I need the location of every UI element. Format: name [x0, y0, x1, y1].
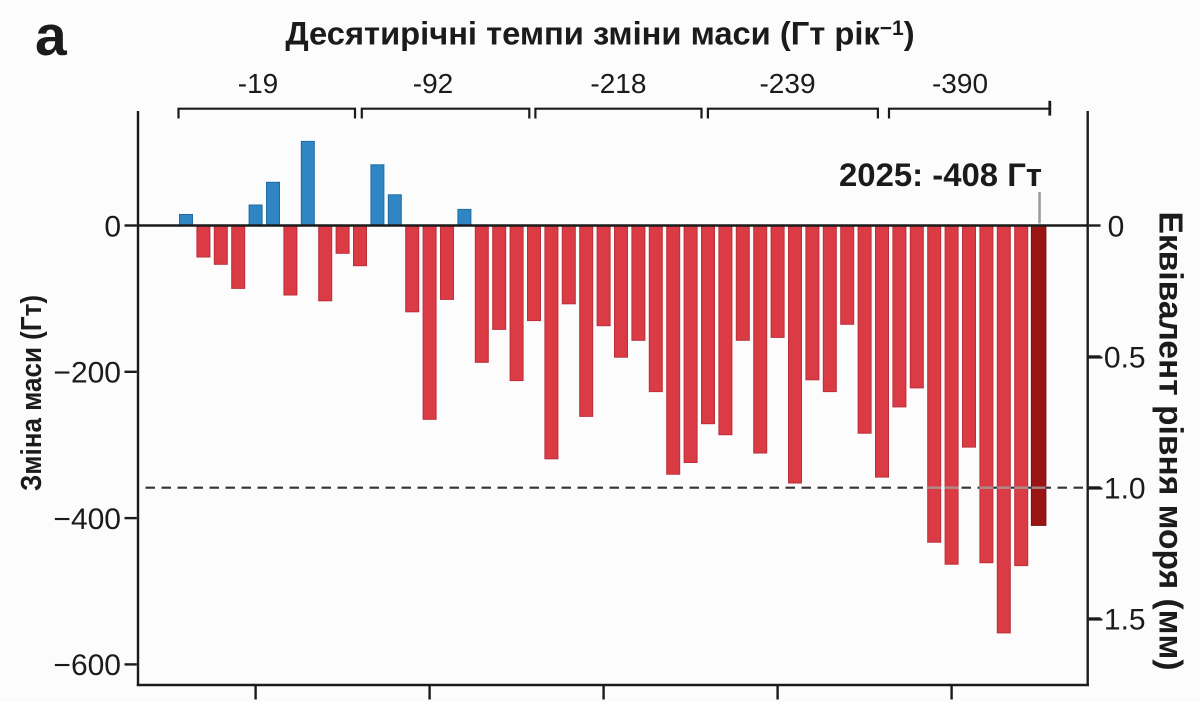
- svg-text:-218: -218: [590, 68, 646, 99]
- svg-text:−0.5: −0.5: [1086, 341, 1145, 374]
- svg-text:-390: -390: [932, 68, 988, 99]
- svg-text:−600: −600: [53, 649, 121, 682]
- svg-text:Десятирічні темпи зміни маси (: Десятирічні темпи зміни маси (Гт рік−1): [285, 15, 914, 52]
- svg-text:−200: −200: [53, 357, 121, 390]
- svg-text:-92: -92: [413, 68, 453, 99]
- svg-text:0: 0: [1108, 210, 1125, 243]
- svg-text:0: 0: [104, 210, 121, 243]
- svg-text:−1.5: −1.5: [1086, 603, 1145, 636]
- svg-text:-239: -239: [759, 68, 815, 99]
- svg-text:a: a: [35, 4, 68, 68]
- svg-text:Зміна маси (Гт): Зміна маси (Гт): [16, 295, 48, 491]
- svg-text:2025: -408 Гт: 2025: -408 Гт: [839, 157, 1042, 193]
- svg-text:-19: -19: [238, 68, 278, 99]
- svg-text:−400: −400: [53, 503, 121, 536]
- svg-text:Еквівалент рівня моря (мм): Еквівалент рівня моря (мм): [1153, 212, 1190, 671]
- svg-text:−1.0: −1.0: [1086, 472, 1145, 505]
